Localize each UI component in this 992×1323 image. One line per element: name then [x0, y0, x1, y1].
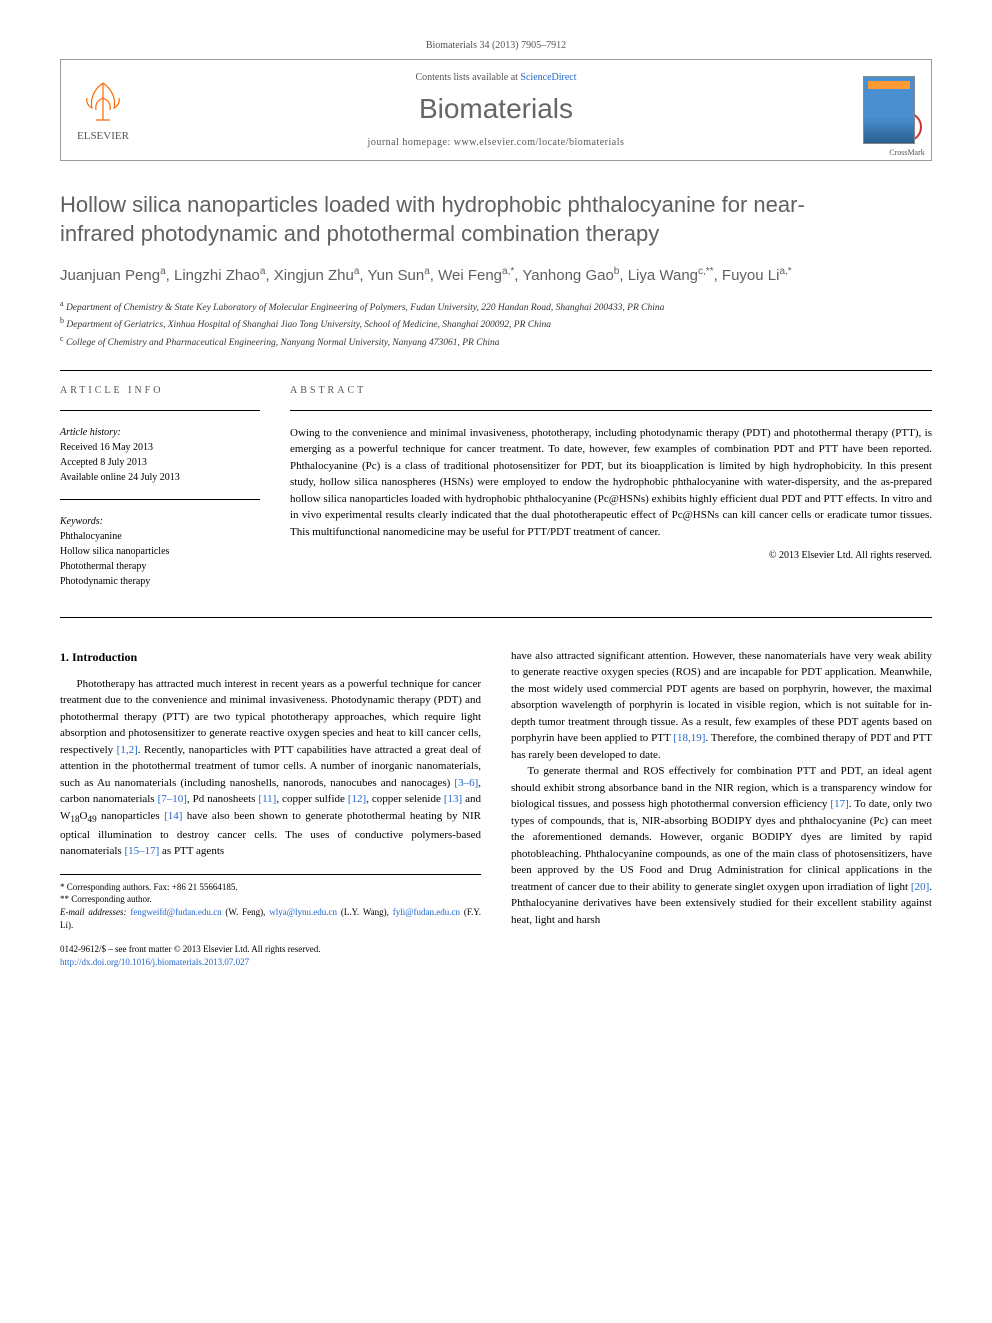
history-line: Available online 24 July 2013 — [60, 470, 260, 485]
intro-paragraph-1-cont: have also attracted significant attentio… — [511, 648, 932, 764]
keyword-line: Hollow silica nanoparticles — [60, 544, 260, 559]
ref-link[interactable]: [15–17] — [124, 845, 159, 857]
elsevier-logo[interactable]: ELSEVIER — [77, 78, 129, 142]
article-title: Hollow silica nanoparticles loaded with … — [60, 191, 932, 248]
info-divider-2 — [60, 499, 260, 500]
ref-link[interactable]: [12] — [348, 793, 366, 805]
abstract-column: ABSTRACT Owing to the convenience and mi… — [290, 385, 932, 603]
divider-bottom — [60, 617, 932, 618]
keywords-block: Keywords: PhthalocyanineHollow silica na… — [60, 514, 260, 589]
intro-text-seg: O — [80, 810, 88, 822]
footnote-email[interactable]: fengweifd@fudan.edu.cn — [130, 907, 221, 917]
intro-text-seg: , copper selenide — [366, 793, 444, 805]
ref-link[interactable]: [1,2] — [117, 744, 138, 756]
keywords-title: Keywords: — [60, 514, 260, 529]
authors-list: Juanjuan Penga, Lingzhi Zhaoa, Xingjun Z… — [60, 264, 932, 288]
affiliation-line: a Department of Chemistry & State Key La… — [60, 298, 932, 315]
subscript: 18 — [70, 814, 79, 824]
keyword-line: Phthalocyanine — [60, 529, 260, 544]
corresponding-note-2: ** Corresponding author. — [60, 893, 481, 906]
issn-line: 0142-9612/$ – see front matter © 2013 El… — [60, 943, 481, 956]
sciencedirect-link[interactable]: ScienceDirect — [520, 72, 576, 83]
intro-heading: 1. Introduction — [60, 648, 481, 666]
footer-block: 0142-9612/$ – see front matter © 2013 El… — [60, 943, 481, 968]
ref-link[interactable]: [20] — [911, 881, 929, 893]
divider-top — [60, 370, 932, 371]
journal-cover-thumbnail[interactable] — [863, 76, 915, 144]
elsevier-tree-icon — [78, 78, 128, 128]
journal-center: Contents lists available at ScienceDirec… — [129, 72, 863, 148]
history-line: Accepted 8 July 2013 — [60, 455, 260, 470]
header-citation: Biomaterials 34 (2013) 7905–7912 — [60, 40, 932, 51]
history-title: Article history: — [60, 425, 260, 440]
journal-homepage: journal homepage: www.elsevier.com/locat… — [129, 137, 863, 148]
homepage-url[interactable]: www.elsevier.com/locate/biomaterials — [454, 137, 625, 148]
info-divider-1 — [60, 410, 260, 411]
footnote-email[interactable]: wlya@lynu.edu.cn — [269, 907, 337, 917]
subscript: 49 — [88, 814, 97, 824]
article-history-block: Article history: Received 16 May 2013Acc… — [60, 425, 260, 485]
email-addresses-line: E-mail addresses: fengweifd@fudan.edu.cn… — [60, 906, 481, 931]
doi-link[interactable]: http://dx.doi.org/10.1016/j.biomaterials… — [60, 957, 249, 967]
info-abstract-row: ARTICLE INFO Article history: Received 1… — [60, 385, 932, 603]
article-info-column: ARTICLE INFO Article history: Received 1… — [60, 385, 260, 603]
intro-text-seg: . To date, only two types of compounds, … — [511, 798, 932, 893]
affiliations-list: a Department of Chemistry & State Key La… — [60, 298, 932, 350]
footnote-email[interactable]: fyli@fudan.edu.cn — [393, 907, 460, 917]
body-columns: 1. Introduction Phototherapy has attract… — [60, 648, 932, 969]
contents-prefix: Contents lists available at — [415, 72, 520, 83]
contents-available-line: Contents lists available at ScienceDirec… — [129, 72, 863, 83]
intro-text-seg: have also attracted significant attentio… — [511, 650, 932, 745]
body-column-right: have also attracted significant attentio… — [511, 648, 932, 969]
elsevier-label: ELSEVIER — [77, 130, 129, 142]
ref-link[interactable]: [7–10] — [158, 793, 187, 805]
footnote-email-who: (L.Y. Wang), — [337, 907, 393, 917]
keyword-line: Photodynamic therapy — [60, 574, 260, 589]
footnotes-block: * Corresponding authors. Fax: +86 21 556… — [60, 874, 481, 931]
abstract-divider — [290, 410, 932, 411]
intro-text-seg: nanoparticles — [97, 810, 164, 822]
journal-name: Biomaterials — [129, 93, 863, 125]
intro-paragraph-2: To generate thermal and ROS effectively … — [511, 763, 932, 928]
homepage-prefix: journal homepage: — [368, 137, 454, 148]
ref-link[interactable]: [13] — [444, 793, 462, 805]
ref-link[interactable]: [14] — [164, 810, 182, 822]
article-info-label: ARTICLE INFO — [60, 385, 260, 396]
abstract-copyright: © 2013 Elsevier Ltd. All rights reserved… — [290, 550, 932, 561]
ref-link[interactable]: [11] — [258, 793, 276, 805]
body-column-left: 1. Introduction Phototherapy has attract… — [60, 648, 481, 969]
history-line: Received 16 May 2013 — [60, 440, 260, 455]
journal-header-box: ELSEVIER Contents lists available at Sci… — [60, 59, 932, 161]
affiliation-line: c College of Chemistry and Pharmaceutica… — [60, 333, 932, 350]
abstract-label: ABSTRACT — [290, 385, 932, 396]
intro-text-seg: as PTT agents — [159, 845, 224, 857]
intro-paragraph-1: Phototherapy has attracted much interest… — [60, 676, 481, 860]
intro-text-seg: , copper sulfide — [276, 793, 348, 805]
affiliation-line: b Department of Geriatrics, Xinhua Hospi… — [60, 315, 932, 332]
ref-link[interactable]: [18,19] — [673, 732, 705, 744]
corresponding-note-1: * Corresponding authors. Fax: +86 21 556… — [60, 881, 481, 894]
abstract-text: Owing to the convenience and minimal inv… — [290, 425, 932, 541]
email-label: E-mail addresses: — [60, 907, 130, 917]
ref-link[interactable]: [3–6] — [454, 777, 478, 789]
keyword-line: Photothermal therapy — [60, 559, 260, 574]
ref-link[interactable]: [17] — [830, 798, 848, 810]
footnote-email-who: (W. Feng), — [222, 907, 270, 917]
intro-text-seg: , Pd nanosheets — [187, 793, 259, 805]
